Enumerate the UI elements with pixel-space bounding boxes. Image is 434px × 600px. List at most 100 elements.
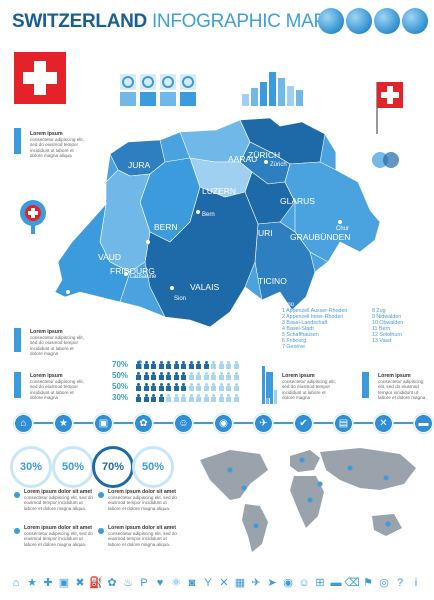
map-legend-right: 8 Zug 9 Nidwalden 10 Obwalden 11 Bern 12… bbox=[372, 308, 403, 344]
bed-icon[interactable]: ▬ bbox=[330, 577, 342, 589]
bullet-body: consectetur adipiscing elit, sed do eius… bbox=[108, 495, 177, 511]
cocktail-icon[interactable]: Y bbox=[204, 577, 212, 589]
bullet-title: Lorem ipsum dolor sit amet bbox=[108, 525, 177, 531]
legend-item: 8 Zug bbox=[372, 308, 386, 314]
bullet-dot bbox=[14, 492, 20, 498]
person-icon bbox=[203, 394, 209, 402]
person-icon bbox=[233, 394, 239, 402]
shop-icon[interactable]: ▦ bbox=[234, 577, 246, 589]
note-bar bbox=[362, 372, 369, 398]
question-icon[interactable]: ? bbox=[396, 577, 404, 589]
person-icon bbox=[173, 372, 179, 380]
bullet-title: Lorem ipsum dolor sit amet bbox=[24, 525, 93, 531]
note-text: Lorem ipsum consectetur adipiscing elit,… bbox=[282, 373, 336, 400]
person-icon bbox=[181, 383, 186, 391]
person-icon[interactable]: ☺ bbox=[298, 577, 310, 589]
person-icon bbox=[196, 394, 201, 402]
bullet-dot bbox=[98, 492, 104, 498]
person-icon bbox=[143, 383, 149, 391]
cutlery-icon[interactable]: ✕ bbox=[374, 414, 393, 433]
parking-icon[interactable]: P bbox=[140, 577, 148, 589]
canton-label: FRIBOURG bbox=[110, 266, 155, 276]
flower-icon[interactable]: ✿ bbox=[107, 577, 117, 589]
globe-icon bbox=[402, 8, 428, 34]
person-icon bbox=[151, 394, 156, 402]
trash-icon[interactable]: ⌫ bbox=[344, 577, 360, 589]
person-icon bbox=[166, 394, 171, 402]
info-icon[interactable]: i bbox=[414, 577, 418, 589]
pin2-icon[interactable]: ◎ bbox=[379, 577, 389, 589]
bed-icon[interactable]: ▬ bbox=[414, 414, 433, 433]
airplane-icon[interactable]: ✈ bbox=[254, 414, 273, 433]
svg-text:Lausanne: Lausanne bbox=[130, 274, 157, 280]
star-icon[interactable]: ★ bbox=[54, 414, 73, 433]
pin-icon[interactable]: ◉ bbox=[283, 577, 293, 589]
flower-icon[interactable]: ✿ bbox=[134, 414, 153, 433]
note-heading: Lorem ipsum bbox=[282, 373, 315, 379]
person-icon bbox=[143, 372, 149, 380]
cross-icon[interactable]: ✖ bbox=[75, 577, 85, 589]
person-icon[interactable]: ☺ bbox=[174, 414, 193, 433]
switzerland-map: AARAU ZÜRICH BERN VAUD FRIBOURG VALAIS T… bbox=[40, 112, 390, 347]
person-icon bbox=[203, 383, 209, 391]
bullet-dot bbox=[14, 528, 20, 534]
person-icon bbox=[181, 361, 186, 369]
canton-label: VAUD bbox=[98, 252, 121, 262]
svg-text:Zürich: Zürich bbox=[270, 162, 287, 168]
person-icon bbox=[218, 383, 224, 391]
person-icon bbox=[181, 394, 186, 402]
gauge-value: 50% bbox=[141, 461, 165, 473]
gauge-value: 70% bbox=[101, 461, 125, 473]
fuel-icon[interactable]: ⛽ bbox=[89, 577, 103, 589]
bullet-body: consectetur adipiscing elit, sed do eius… bbox=[24, 531, 93, 547]
gauge-value: 50% bbox=[61, 461, 85, 473]
person-icon bbox=[203, 361, 209, 369]
note-bar bbox=[14, 328, 21, 352]
car-icon[interactable]: ▣ bbox=[58, 577, 70, 589]
legend-item: 10 Obwalden bbox=[372, 320, 404, 326]
person-icon bbox=[136, 361, 141, 369]
person-icon bbox=[226, 394, 231, 402]
home-icon[interactable]: ⌂ bbox=[14, 414, 33, 433]
note-heading: Lorem ipsum bbox=[378, 373, 411, 379]
check-icon[interactable]: ✔ bbox=[294, 414, 313, 433]
heart-icon[interactable]: ♥ bbox=[156, 577, 164, 589]
cutlery-icon[interactable]: ✕ bbox=[219, 577, 229, 589]
person-icon bbox=[166, 361, 171, 369]
person-icon bbox=[188, 372, 194, 380]
cart-icon[interactable]: ⊞ bbox=[315, 577, 325, 589]
person-icon bbox=[203, 372, 209, 380]
legend-item: 5 Schaffhausen bbox=[282, 332, 319, 338]
camera-icon[interactable]: ◙ bbox=[188, 577, 196, 589]
svg-text:Chur: Chur bbox=[336, 226, 349, 232]
world-map bbox=[190, 440, 426, 565]
navigation-icon[interactable]: ➤ bbox=[267, 577, 277, 589]
legend-item: 4 Basel-Stadt bbox=[282, 326, 314, 332]
person-icon bbox=[218, 361, 224, 369]
legend-item: 9 Nidwalden bbox=[372, 314, 402, 320]
airplane-icon[interactable]: ✈ bbox=[251, 577, 261, 589]
flag-icon[interactable]: ⚑ bbox=[363, 577, 373, 589]
star-icon[interactable]: ★ bbox=[27, 577, 37, 589]
gauge-value: 30% bbox=[19, 461, 43, 473]
mini-stats bbox=[118, 72, 200, 113]
person-icon bbox=[226, 361, 231, 369]
dining-icon[interactable]: ♨ bbox=[123, 577, 133, 589]
location-icon[interactable]: ◉ bbox=[214, 414, 233, 433]
note-bar bbox=[266, 372, 273, 398]
person-icon bbox=[173, 383, 179, 391]
car-icon[interactable]: ▣ bbox=[94, 414, 113, 433]
bullet-item: Lorem ipsum dolor sit amet consectetur ad… bbox=[14, 489, 94, 511]
person-icon bbox=[188, 361, 194, 369]
person-icon bbox=[166, 372, 171, 380]
person-icon bbox=[151, 361, 156, 369]
globe-icon bbox=[346, 8, 372, 34]
canton-label: ZÜRICH bbox=[248, 150, 280, 160]
legend-item: 11 Bern bbox=[372, 326, 391, 332]
map-icon[interactable]: ▤ bbox=[334, 414, 353, 433]
plus-icon[interactable]: ✚ bbox=[43, 577, 53, 589]
atom-icon[interactable]: ⚛ bbox=[171, 577, 181, 589]
person-icon bbox=[151, 383, 156, 391]
home-icon[interactable]: ⌂ bbox=[12, 577, 20, 589]
person-icon bbox=[233, 361, 239, 369]
